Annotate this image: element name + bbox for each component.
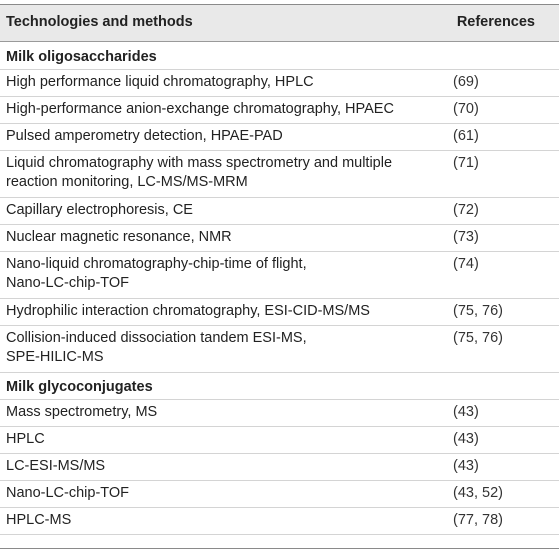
bottom-rule	[0, 548, 559, 549]
method-cell: Liquid chromatography with mass spectrom…	[6, 154, 392, 192]
method-line: Nano-LC-chip-TOF	[6, 275, 130, 291]
reference-cell: (71)	[453, 155, 479, 171]
method-cell: Nuclear magnetic resonance, NMR	[6, 228, 232, 247]
method-line: Pulsed amperometry detection, HPAE-PAD	[6, 128, 283, 144]
method-cell: HPLC-MS	[6, 511, 71, 530]
section-title: Milk oligosaccharides	[6, 48, 157, 67]
reference-cell: (43, 52)	[453, 485, 503, 501]
table-row: LC-ESI-MS/MS (43)	[0, 453, 559, 481]
method-line: SPE-HILIC-MS	[6, 349, 104, 365]
method-line: Milk oligosaccharides	[6, 49, 157, 65]
method-line: Nano-LC-chip-TOF	[6, 485, 130, 501]
table-header: Technologies and methods References	[0, 5, 559, 42]
table-row: Mass spectrometry, MS (43)	[0, 399, 559, 427]
method-line: Milk glycoconjugates	[6, 379, 153, 395]
section-row: Milk oligosaccharides	[0, 42, 559, 70]
reference-cell: (74)	[453, 256, 479, 272]
method-cell: Mass spectrometry, MS	[6, 403, 157, 422]
method-line: HPLC	[6, 431, 45, 447]
table-row: Collision-induced dissociation tandem ES…	[0, 325, 559, 373]
method-cell: Collision-induced dissociation tandem ES…	[6, 329, 307, 367]
method-cell: Pulsed amperometry detection, HPAE-PAD	[6, 127, 283, 146]
table-row: High performance liquid chromatography, …	[0, 69, 559, 97]
table-row: Nano-liquid chromatography-chip-time of …	[0, 251, 559, 299]
reference-cell: (61)	[453, 128, 479, 144]
method-line: Mass spectrometry, MS	[6, 404, 158, 420]
reference-cell: (75, 76)	[453, 330, 503, 346]
header-references: References	[456, 14, 535, 30]
table-row: Hydrophilic interaction chromatography, …	[0, 298, 559, 326]
reference-cell: (77, 78)	[453, 512, 503, 528]
method-cell: Nano-LC-chip-TOF	[6, 484, 129, 503]
method-line: Hydrophilic interaction chromatography, …	[6, 303, 370, 319]
method-line: Capillary electrophoresis, CE	[6, 202, 193, 218]
reference-cell: (69)	[453, 74, 479, 90]
reference-cell: (43)	[453, 431, 479, 447]
table-row: Liquid chromatography with mass spectrom…	[0, 150, 559, 198]
table-row: HPLC (43)	[0, 426, 559, 454]
method-line: Nano-liquid chromatography-chip-time of …	[6, 256, 307, 272]
top-rule	[0, 4, 559, 5]
method-cell: Capillary electrophoresis, CE	[6, 201, 193, 220]
section-title: Milk glycoconjugates	[6, 378, 153, 397]
table-row: HPLC-MS (77, 78)	[0, 507, 559, 535]
method-cell: HPLC	[6, 430, 45, 449]
method-line: reaction monitoring, LC-MS/MS-MRM	[6, 174, 248, 190]
method-line: Liquid chromatography with mass spectrom…	[6, 155, 393, 171]
method-line: High performance liquid chromatography, …	[6, 74, 314, 90]
reference-cell: (73)	[453, 229, 479, 245]
reference-cell: (43)	[453, 404, 479, 420]
reference-cell: (75, 76)	[453, 303, 503, 319]
section-row: Milk glycoconjugates	[0, 372, 559, 400]
method-cell: Nano-liquid chromatography-chip-time of …	[6, 255, 307, 293]
method-line: HPLC-MS	[6, 512, 72, 528]
reference-cell: (72)	[453, 202, 479, 218]
header-technologies: Technologies and methods	[6, 14, 193, 30]
table-row: High-performance anion-exchange chromato…	[0, 96, 559, 124]
table-row: Capillary electrophoresis, CE (72)	[0, 197, 559, 225]
reference-cell: (70)	[453, 101, 479, 117]
method-cell: High-performance anion-exchange chromato…	[6, 100, 394, 119]
table-row: Pulsed amperometry detection, HPAE-PAD (6…	[0, 123, 559, 151]
method-cell: High performance liquid chromatography, …	[6, 73, 314, 92]
table-row: Nano-LC-chip-TOF (43, 52)	[0, 480, 559, 508]
method-line: High-performance anion-exchange chromato…	[6, 101, 394, 117]
reference-cell: (43)	[453, 458, 479, 474]
table-row: Nuclear magnetic resonance, NMR (73)	[0, 224, 559, 252]
method-cell: Hydrophilic interaction chromatography, …	[6, 302, 370, 321]
method-line: LC-ESI-MS/MS	[6, 458, 106, 474]
method-line: Nuclear magnetic resonance, NMR	[6, 229, 232, 245]
method-line: Collision-induced dissociation tandem ES…	[6, 330, 307, 346]
method-cell: LC-ESI-MS/MS	[6, 457, 105, 476]
